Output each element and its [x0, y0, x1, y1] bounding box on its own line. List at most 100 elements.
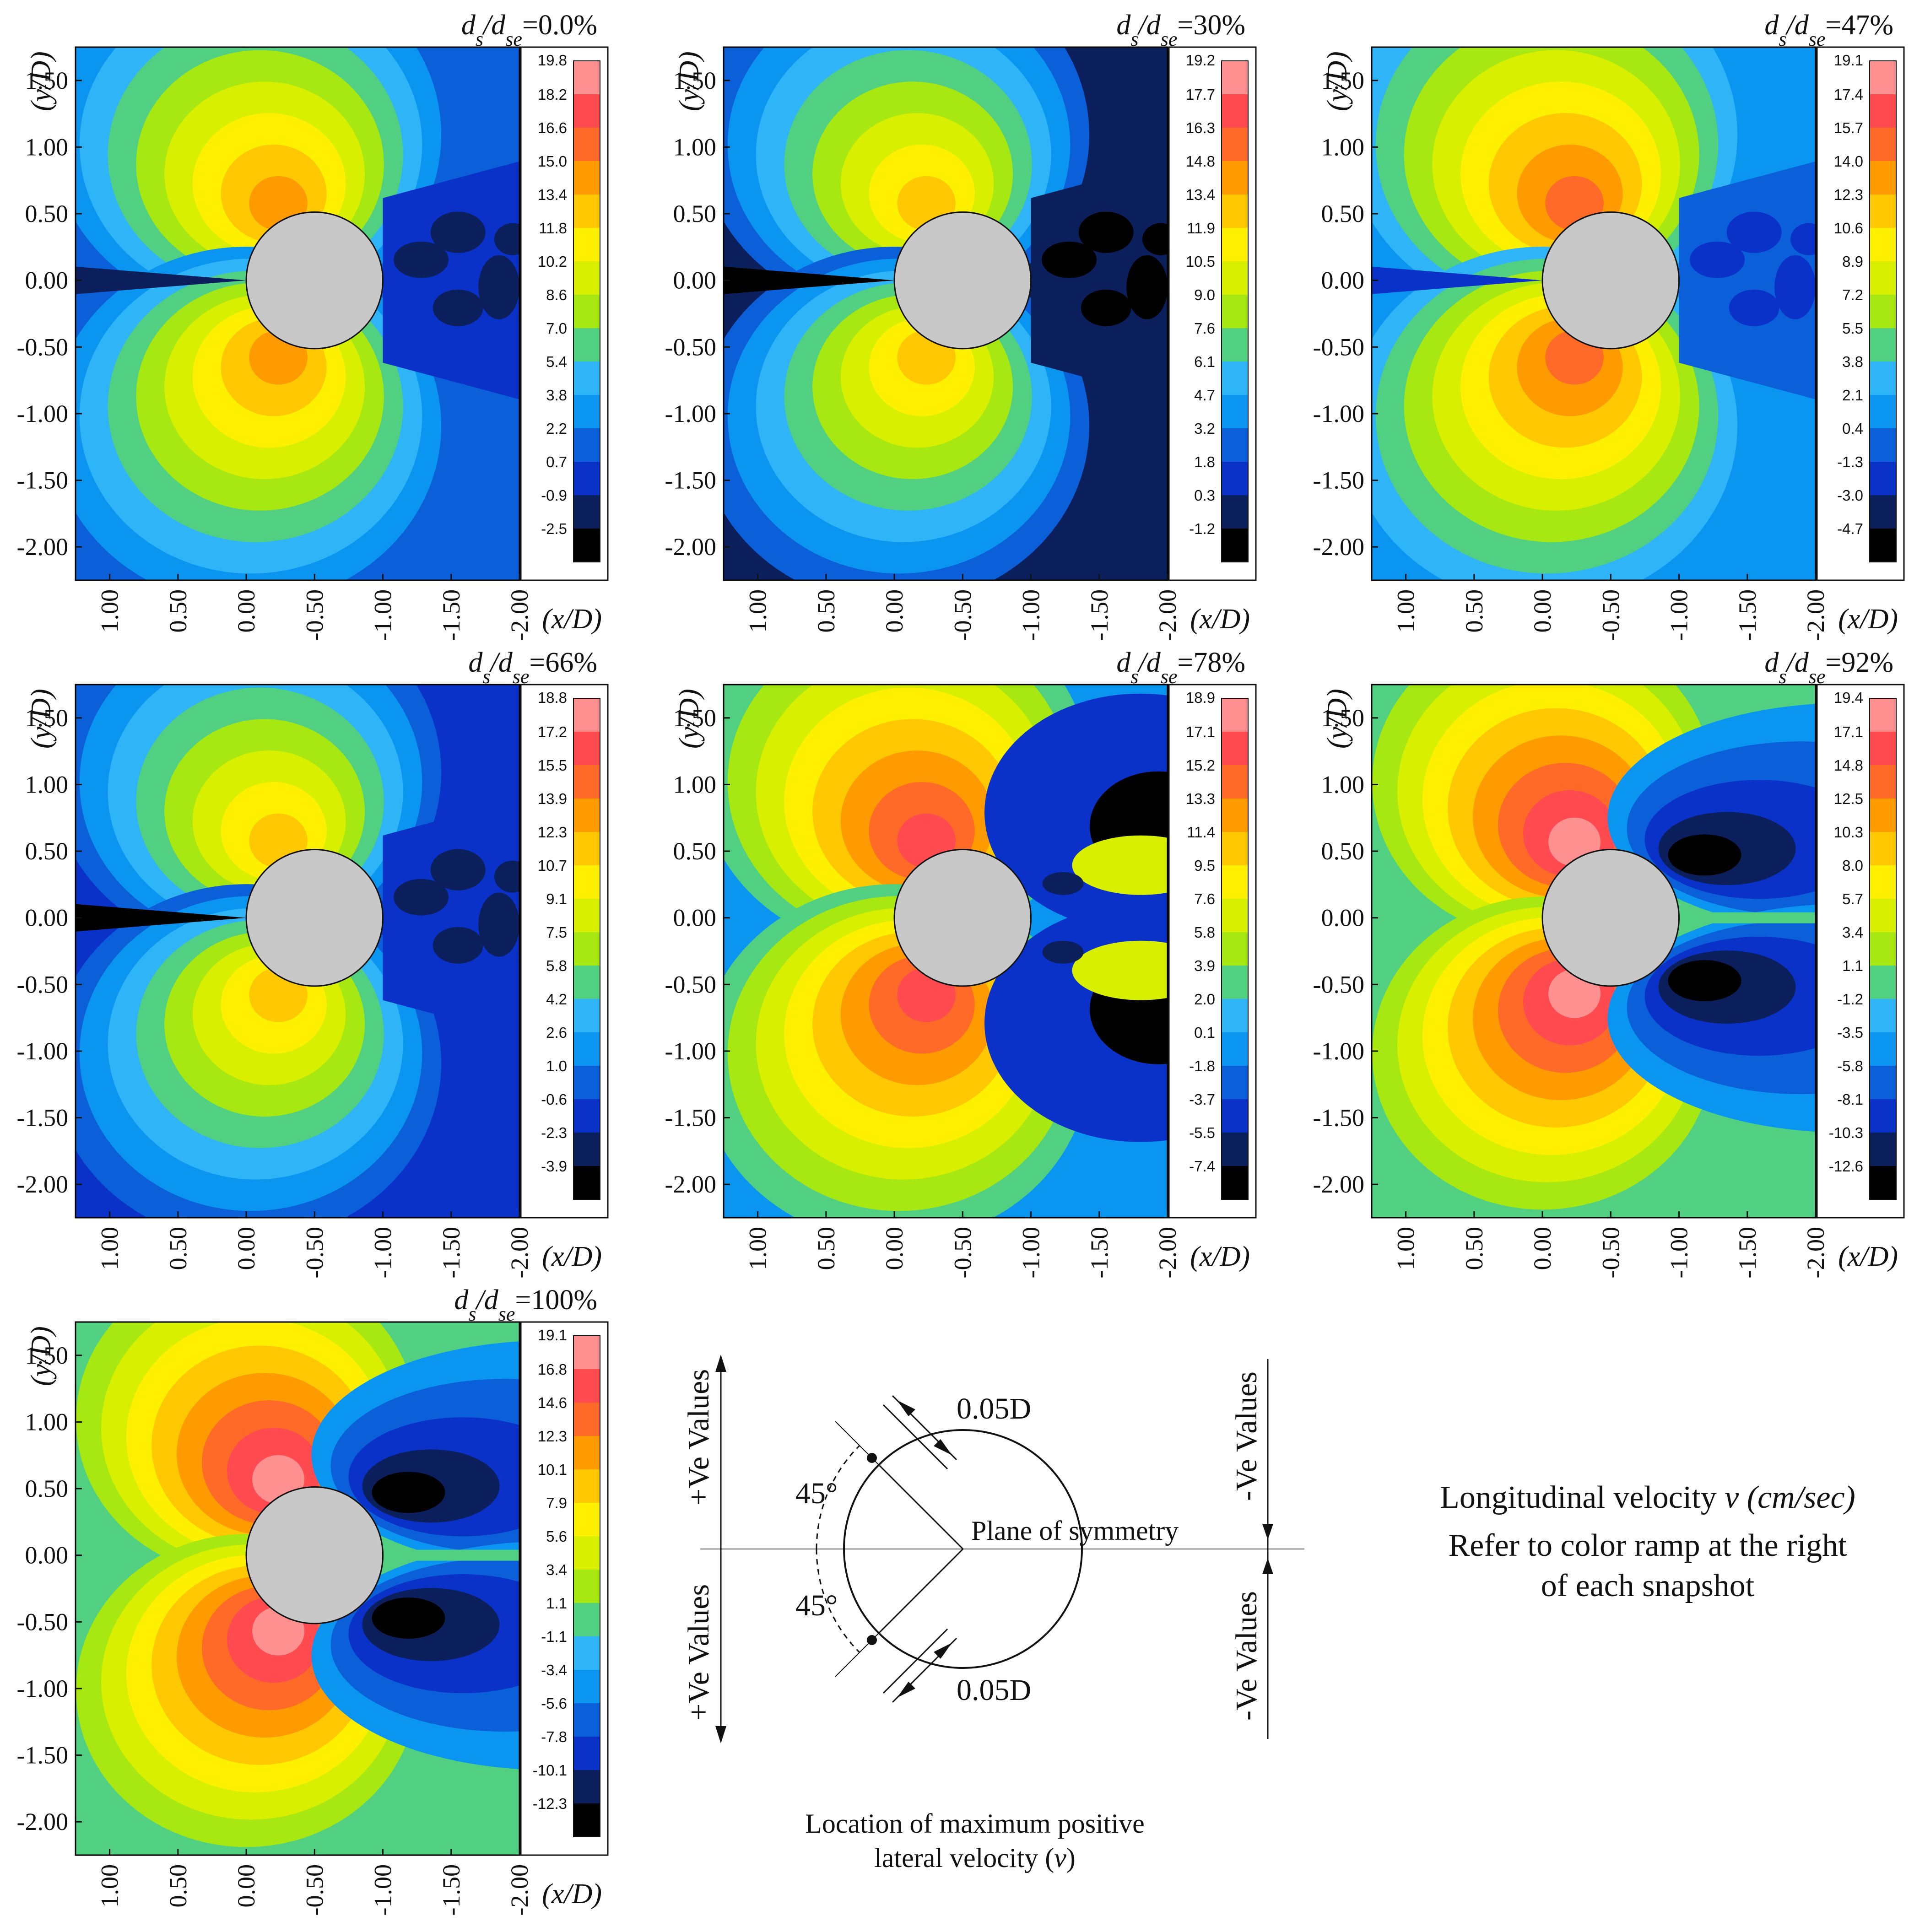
x-tick-label: -1.00 [369, 1864, 397, 1916]
x-tick-label: -0.50 [1597, 589, 1624, 641]
pos-values-label-lower: +Ve Values [682, 1584, 715, 1721]
colorbar-tick: 2.6 [546, 1024, 567, 1041]
y-tick-label: 1.50 [673, 704, 717, 732]
colorbar-tick: 1.1 [546, 1595, 567, 1612]
colorbar-tick: 5.5 [1842, 320, 1863, 337]
y-tick-label: -1.50 [1313, 1104, 1364, 1132]
x-tick-label: 0.00 [233, 1227, 260, 1270]
centreline-band [383, 1549, 519, 1561]
colorbar-tick: 18.9 [1186, 689, 1215, 706]
y-tick-label: -2.00 [17, 1808, 68, 1835]
y-tick-label: 1.00 [25, 1408, 69, 1436]
centreline-band [1679, 912, 1816, 923]
wake-contour [1668, 960, 1741, 1002]
colorbar-tick: 7.5 [546, 924, 567, 941]
colorbar-tick: 13.4 [1186, 186, 1215, 203]
colorbar-outline [1869, 698, 1897, 1200]
y-axis-label: (y/D) [674, 689, 705, 749]
wake-contour [383, 799, 519, 1037]
x-tick-label: -1.50 [438, 1864, 465, 1916]
colorbar-tick: 5.8 [1194, 924, 1215, 941]
colorbar-tick: -0.9 [541, 487, 567, 504]
x-axis-label: (x/D) [1838, 1241, 1898, 1272]
colorbar-swatch [1870, 1133, 1896, 1166]
panel-title: ds/dse=47% [1764, 10, 1893, 50]
colorbar-tick: 5.4 [546, 353, 567, 370]
colorbar-swatch [573, 128, 600, 162]
x-tick-label: -2.00 [1802, 589, 1829, 641]
colorbar-swatch [573, 1670, 600, 1704]
colorbar-tick: 12.3 [538, 824, 567, 841]
colorbar-swatch [573, 295, 600, 329]
y-axis-label: (y/D) [26, 1326, 57, 1386]
x-tick-label: -2.00 [506, 1864, 533, 1916]
colorbar-tick: 3.2 [1194, 420, 1215, 437]
x-tick-label: 0.00 [233, 1864, 260, 1908]
colorbar-swatch [1870, 495, 1896, 529]
colorbar-swatch [573, 932, 600, 966]
colorbar-swatch [573, 194, 600, 228]
colorbar-tick: 8.9 [1842, 253, 1863, 270]
colorbar-tick: 2.0 [1194, 991, 1215, 1008]
y-tick-label: -2.00 [665, 533, 716, 561]
y-tick-label: 0.50 [673, 837, 717, 865]
wake-contour [433, 289, 483, 326]
x-tick-label: -2.00 [506, 1227, 533, 1278]
pos-values-label-upper: +Ve Values [682, 1369, 715, 1506]
colorbar-swatch [573, 495, 600, 529]
colorbar-tick: 15.7 [1834, 119, 1863, 136]
colorbar-swatch [1222, 328, 1248, 362]
colorbar-swatch [573, 1536, 600, 1570]
colorbar-tick: 19.4 [1834, 689, 1863, 706]
colorbar-swatch [573, 94, 600, 128]
neg-values-label-lower: -Ve Values [1230, 1591, 1263, 1721]
colorbar-tick: 18.2 [538, 86, 567, 103]
x-tick-label: -1.50 [1086, 589, 1113, 641]
colorbar-outline [573, 1335, 600, 1837]
colorbar-tick: 16.6 [538, 119, 567, 136]
x-tick-label: 0.50 [164, 1864, 192, 1908]
colorbar-tick: -10.3 [1829, 1124, 1863, 1141]
colorbar-tick: 12.3 [538, 1428, 567, 1445]
colorbar-tick: -3.5 [1837, 1024, 1863, 1041]
colorbar-swatch [1222, 228, 1248, 262]
colorbar-swatch [573, 1403, 600, 1436]
colorbar-tick: -12.6 [1829, 1158, 1863, 1175]
wake-contour [1072, 940, 1168, 1000]
x-tick-label: -1.50 [1734, 589, 1761, 641]
x-tick-label: 0.00 [881, 589, 908, 633]
colorbar-tick: 1.8 [1194, 453, 1215, 470]
wake-contour [1726, 211, 1782, 253]
colorbar-outline [1221, 698, 1249, 1200]
colorbar-swatch [573, 966, 600, 999]
schematic-caption-line2: lateral velocity (v) [874, 1843, 1076, 1873]
colorbar-tick: 0.1 [1194, 1024, 1215, 1041]
wake-contour [1072, 835, 1168, 895]
colorbar-tick: 15.5 [538, 757, 567, 774]
wake-contour [1042, 872, 1084, 895]
y-tick-label: -0.50 [1313, 333, 1364, 361]
colorbar-swatch [1222, 899, 1248, 933]
y-tick-label: 1.50 [673, 67, 717, 94]
plane-of-symmetry-label: Plane of symmetry [971, 1516, 1179, 1546]
dim-arrow-upper-a [897, 1400, 915, 1416]
colorbar-tick: 14.6 [538, 1394, 567, 1411]
x-axis-label: (x/D) [1190, 604, 1250, 635]
colorbar-swatch [1870, 228, 1896, 262]
colorbar-tick: 18.8 [538, 689, 567, 706]
colorbar-tick: -4.7 [1837, 520, 1863, 537]
y-tick-label: -0.50 [17, 333, 68, 361]
colorbar-tick: 13.9 [538, 790, 567, 807]
offset-label-lower: 0.05D [957, 1673, 1031, 1707]
x-tick-label: 1.00 [96, 1227, 124, 1270]
y-tick-label: -1.00 [17, 1037, 68, 1065]
colorbar-tick: 7.0 [546, 320, 567, 337]
y-axis-label: (y/D) [26, 51, 57, 111]
x-axis-label: (x/D) [542, 604, 602, 635]
colorbar-tick: -5.8 [1837, 1058, 1863, 1074]
schematic-cylinder [843, 1429, 1083, 1669]
x-tick-label: 0.50 [164, 1227, 192, 1270]
colorbar-swatch [573, 1133, 600, 1166]
wake-contour [1126, 255, 1168, 319]
wake-contour [1042, 241, 1097, 278]
